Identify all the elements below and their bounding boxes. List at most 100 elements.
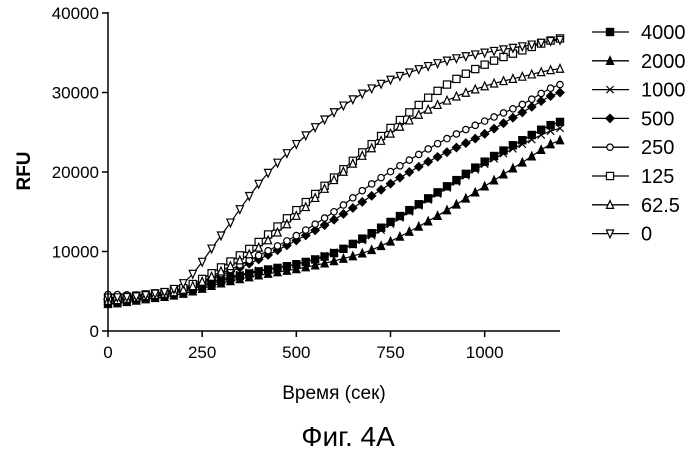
data-point (425, 217, 432, 225)
data-point (490, 57, 497, 64)
data-point (377, 80, 384, 88)
legend-label: 2000 (641, 51, 686, 73)
data-point (368, 85, 375, 93)
x-tick-label: 1000 (466, 343, 504, 362)
x-axis-ticks: 02505007501000 (103, 331, 503, 362)
data-point (453, 75, 460, 82)
y-tick-label: 20000 (52, 163, 99, 182)
data-point (557, 81, 563, 87)
data-point (425, 195, 432, 202)
data-point (538, 146, 545, 154)
legend-label: 4000 (641, 22, 686, 44)
legend-entry: 250 (592, 137, 674, 159)
data-point (321, 116, 328, 124)
data-point (340, 202, 346, 208)
data-point (491, 114, 497, 120)
data-point (415, 163, 423, 171)
data-point (500, 110, 506, 116)
data-point (472, 122, 478, 128)
data-point (518, 108, 526, 116)
series-markers (104, 35, 564, 308)
data-point (547, 122, 554, 129)
y-tick-label: 40000 (52, 4, 99, 23)
data-point (444, 135, 450, 141)
data-point (284, 238, 290, 244)
figure-caption: Фиг. 4A (301, 421, 395, 452)
data-point (293, 232, 299, 238)
data-point (396, 73, 403, 81)
data-point (434, 140, 440, 146)
data-point (377, 186, 385, 194)
legend-swatch-marker (606, 172, 613, 179)
data-point (340, 102, 347, 110)
data-point (312, 221, 318, 227)
data-point (406, 227, 413, 235)
data-point (481, 130, 489, 138)
data-point (481, 118, 487, 124)
legend-label: 500 (641, 108, 674, 130)
data-point (528, 152, 535, 160)
data-point (415, 201, 422, 208)
legend-label: 62.5 (641, 195, 680, 217)
data-point (500, 170, 507, 178)
data-point (406, 207, 413, 214)
data-point (490, 176, 497, 184)
data-point (416, 151, 422, 157)
data-point (359, 90, 366, 98)
data-point (330, 216, 338, 224)
legend-entry: 500 (592, 108, 674, 130)
data-point (509, 142, 516, 149)
data-point (537, 97, 545, 105)
data-point (406, 157, 412, 163)
data-point (321, 215, 327, 221)
y-axis-title: RFU (14, 151, 35, 190)
x-tick-label: 500 (282, 343, 310, 362)
data-point (434, 189, 441, 196)
data-point (547, 140, 554, 148)
series-markers-500 (104, 88, 564, 303)
series-line-500 (108, 93, 560, 300)
legend-entry: 2000 (592, 51, 686, 73)
data-point (462, 139, 470, 147)
legend-swatch-marker (607, 144, 613, 150)
y-axis-ticks: 010000200003000040000 (52, 4, 108, 341)
legend-label: 250 (641, 137, 674, 159)
x-axis-title: Время (сек) (282, 383, 385, 404)
data-point (265, 248, 271, 254)
data-point (481, 61, 488, 68)
data-point (406, 116, 413, 124)
data-point (387, 76, 394, 84)
data-point (433, 153, 441, 161)
data-point (547, 85, 553, 91)
data-point (387, 168, 393, 174)
data-point (368, 192, 376, 200)
data-point (472, 65, 479, 72)
data-point (471, 134, 479, 142)
data-point (443, 81, 450, 88)
data-point (359, 187, 365, 193)
data-point (453, 92, 460, 100)
data-point (434, 87, 441, 94)
x-tick-label: 750 (376, 343, 404, 362)
y-tick-label: 0 (90, 322, 99, 341)
data-point (274, 243, 280, 249)
legend-entry: 62.5 (592, 195, 680, 217)
legend-swatch-marker (606, 28, 613, 35)
data-point (349, 204, 357, 212)
data-point (529, 96, 535, 102)
legend-entry: 0 (592, 224, 652, 246)
data-point (358, 198, 366, 206)
data-point (425, 105, 432, 113)
data-point (415, 101, 422, 108)
data-point (510, 106, 516, 112)
y-tick-label: 10000 (52, 243, 99, 262)
data-point (425, 94, 432, 101)
legend-label: 0 (641, 224, 652, 246)
data-point (462, 194, 469, 202)
data-point (528, 103, 536, 111)
data-point (452, 143, 460, 151)
data-point (556, 118, 563, 125)
data-point (339, 210, 347, 218)
data-point (519, 137, 526, 144)
